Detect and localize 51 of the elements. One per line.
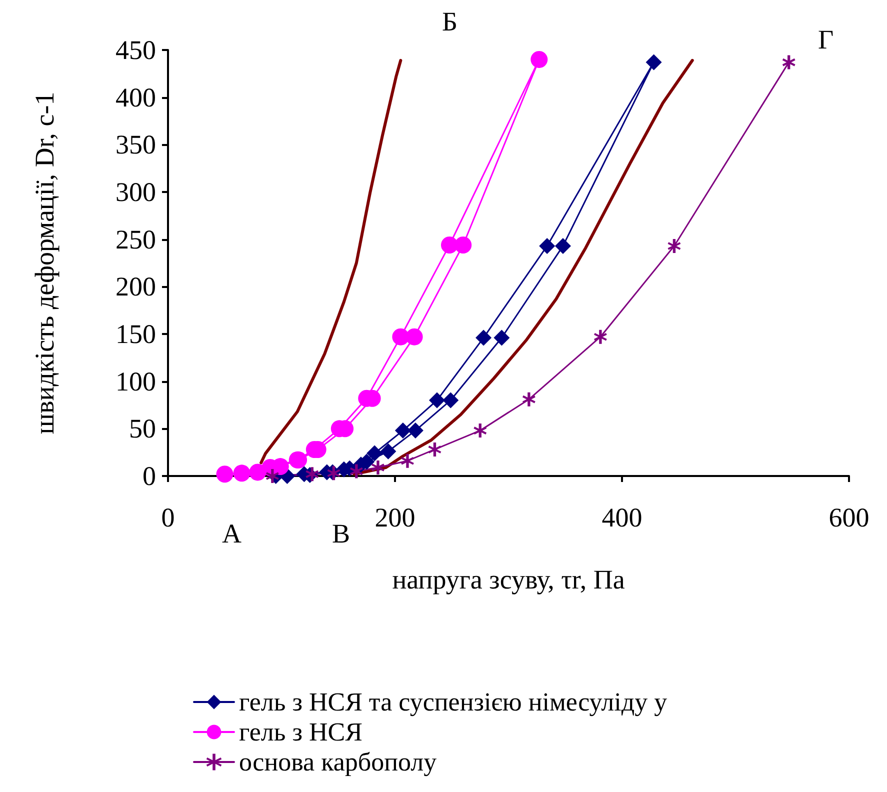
point [454,236,472,254]
point [667,238,682,253]
y-axis-title: швидкість деформації, Dr, с-1 [30,92,60,434]
point [522,392,536,406]
y-tick-label: 0 [142,461,156,491]
y-tick-label: 250 [116,224,156,254]
point [494,330,510,346]
point [305,467,320,482]
y-tick-label: 300 [116,177,156,207]
y-tick-label: 400 [116,82,156,112]
point [554,238,571,254]
x-tick-label: 0 [161,502,175,532]
y-tick-label: 150 [116,319,156,349]
point [539,238,556,254]
point [407,422,424,439]
x-axis-title: напруга зсуву, τr, Па [392,564,625,594]
point [366,445,383,462]
point [646,54,662,70]
point [349,464,364,478]
point [216,466,234,483]
x-tick-label: 400 [602,502,642,532]
point [782,55,796,70]
point [428,392,445,408]
x-tick-label: 200 [374,502,416,532]
annotation: Г [818,24,834,54]
legend-label: основа карбополу [239,748,437,776]
y-tick-label: 200 [116,272,156,302]
point [394,422,411,439]
y-tick-label: 450 [116,35,156,65]
point [400,454,414,468]
point [370,460,385,474]
text: В [332,518,350,548]
text: Б [442,6,458,36]
legend-label: гель з НСЯ [239,718,362,746]
point [265,469,280,483]
y-tick-label: 50 [129,414,156,444]
point [476,330,492,346]
point [380,443,396,460]
point [473,424,488,438]
point [442,392,459,408]
y-tick-label: 100 [116,366,156,396]
legend-label: гель з НСЯ та суспензією німесуліду у [239,688,668,716]
point [593,330,608,344]
x-tick-label: 600 [828,502,870,532]
point [392,328,410,346]
point [406,328,423,346]
y-tick-label: 350 [116,130,156,160]
point [530,50,548,68]
point [428,442,442,456]
point [233,464,250,482]
text: А [222,518,242,548]
